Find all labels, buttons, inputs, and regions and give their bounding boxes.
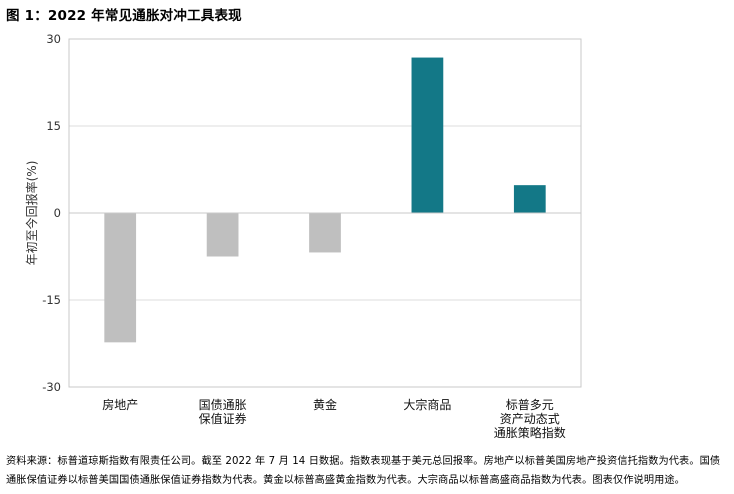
gridlines — [69, 125, 581, 301]
source-footnote: 资料来源：标普道琼斯指数有限责任公司。截至 2022 年 7 月 14 日数据。… — [6, 456, 721, 486]
category-label: 通胀策略指数 — [494, 425, 566, 440]
category-label: 房地产 — [102, 397, 138, 412]
chart-title: 图 1：2022 年常见通胀对冲工具表现 — [6, 8, 242, 24]
bar — [206, 213, 239, 257]
category-label: 国债通胀 — [199, 398, 247, 412]
y-tick-labels: -30 -15 0 15 30 — [42, 32, 61, 394]
bar — [411, 57, 444, 214]
y-tick-label: -30 — [42, 380, 61, 394]
bar — [309, 213, 341, 253]
y-axis-label: 年初至今回报率(%) — [24, 161, 39, 266]
category-label: 黄金 — [313, 397, 337, 412]
category-label: 大宗商品 — [403, 397, 451, 412]
bar — [513, 185, 546, 213]
y-tick-label: -15 — [42, 293, 61, 307]
bar-chart: -30 -15 0 15 30 房地产 国债通胀保值证券 黄金 大宗商品 标普多元资产动态式通胀… — [24, 32, 582, 440]
category-label: 标普多元 — [506, 398, 554, 412]
y-tick-label: 30 — [46, 32, 61, 46]
category-label: 资产动态式 — [500, 412, 560, 426]
y-tick-label: 15 — [46, 119, 61, 133]
category-label: 保值证券 — [199, 411, 247, 426]
bars — [104, 57, 546, 343]
y-tick-label: 0 — [54, 206, 61, 220]
bar — [104, 213, 137, 343]
